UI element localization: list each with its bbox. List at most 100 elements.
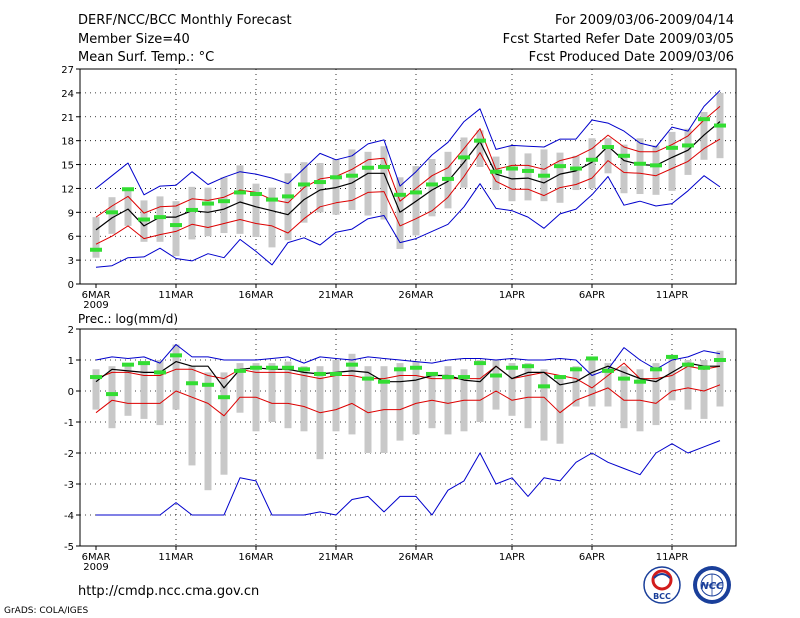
produced-date: Fcst Produced Date 2009/03/06 [529, 50, 734, 65]
max-line [95, 90, 721, 196]
y-tick-label: 27 [61, 65, 74, 76]
observed-marker [138, 217, 150, 222]
y-tick-label: 21 [61, 113, 74, 124]
member-size: Member Size=40 [78, 32, 190, 47]
x-tick-label: 21MAR [318, 552, 353, 563]
spread-box [524, 153, 532, 201]
source-url: http://cmdp.ncc.cma.gov.cn [78, 584, 259, 599]
observed-marker [282, 365, 294, 370]
y-tick-label: 1 [68, 356, 74, 367]
observed-marker [538, 173, 550, 178]
spread-box [572, 366, 580, 407]
observed-marker [154, 370, 166, 375]
observed-marker [426, 182, 438, 187]
observed-marker [698, 365, 710, 370]
y-tick-label: -5 [64, 542, 74, 553]
y-tick-label: 12 [61, 184, 74, 195]
spread-box [396, 363, 404, 441]
observed-marker [650, 367, 662, 372]
observed-marker [714, 123, 726, 128]
spread-box [268, 187, 276, 248]
spread-box [300, 162, 308, 223]
observed-marker [122, 187, 134, 192]
observed-marker [666, 354, 678, 359]
observed-marker [554, 375, 566, 380]
spread-box [668, 356, 676, 401]
spread-box [668, 131, 676, 191]
bcc-logo-text: BCC [653, 592, 671, 601]
observed-marker [202, 382, 214, 387]
x-tick-label: 16MAR [238, 552, 273, 563]
observed-marker [378, 164, 390, 169]
x-tick-label: 1APR [499, 290, 525, 301]
observed-marker [666, 145, 678, 150]
plot-frame [79, 328, 737, 547]
observed-marker [410, 190, 422, 195]
observed-marker [330, 371, 342, 376]
observed-marker [490, 169, 502, 174]
observed-marker [106, 210, 118, 215]
observed-marker [298, 182, 310, 187]
observed-marker [410, 365, 422, 370]
observed-marker [202, 201, 214, 206]
lower-line [95, 138, 721, 245]
spread-box [476, 360, 484, 422]
spread-box [684, 360, 692, 410]
observed-marker [282, 194, 294, 199]
observed-marker [330, 175, 342, 180]
observed-marker [458, 155, 470, 160]
spread-box [700, 360, 708, 419]
spread-box [252, 183, 260, 238]
observed-marker [186, 381, 198, 386]
observed-marker [394, 192, 406, 197]
observed-marker [234, 368, 246, 373]
observed-marker [90, 247, 102, 252]
spread-box [380, 146, 388, 220]
observed-marker [362, 165, 374, 170]
observed-marker [602, 368, 614, 373]
spread-box [556, 152, 564, 203]
spread-box [236, 363, 244, 413]
spread-box [684, 128, 692, 175]
observed-marker [362, 376, 374, 381]
min-line [96, 440, 721, 516]
spread-box [348, 149, 356, 210]
spread-box [220, 372, 228, 475]
spread-box [412, 361, 420, 435]
spread-box [108, 366, 116, 429]
observed-marker [682, 362, 694, 367]
spread-box [604, 138, 612, 174]
observed-marker [698, 117, 710, 122]
observed-marker [138, 361, 150, 366]
observed-marker [170, 353, 182, 358]
y-tick-label: 3 [68, 256, 74, 267]
spread-box [140, 363, 148, 419]
observed-marker [474, 361, 486, 366]
y-tick-label: 18 [61, 137, 74, 148]
x-tick-sublabel: 2009 [83, 562, 108, 573]
observed-marker [266, 197, 278, 202]
x-tick-label: 1APR [499, 552, 525, 563]
spread-box [188, 186, 196, 240]
observed-marker [378, 379, 390, 384]
spread-box [588, 138, 596, 189]
x-tick-label: 6APR [579, 552, 605, 563]
observed-marker [234, 190, 246, 195]
spread-box [636, 138, 644, 195]
observed-marker [522, 168, 534, 173]
spread-box [540, 369, 548, 441]
observed-marker [250, 365, 262, 370]
observed-marker [314, 371, 326, 376]
observed-marker [346, 362, 358, 367]
spread-box [316, 162, 324, 213]
ncc-logo: NCC [693, 566, 731, 604]
spread-box [652, 145, 660, 195]
mean-line [95, 121, 721, 231]
y-tick-label: -2 [64, 449, 74, 460]
observed-marker [506, 166, 518, 171]
x-tick-label: 21MAR [318, 290, 353, 301]
observed-marker [458, 375, 470, 380]
spread-box [524, 363, 532, 429]
x-tick-label: 26MAR [398, 290, 433, 301]
y-tick-label: 2 [68, 325, 74, 336]
